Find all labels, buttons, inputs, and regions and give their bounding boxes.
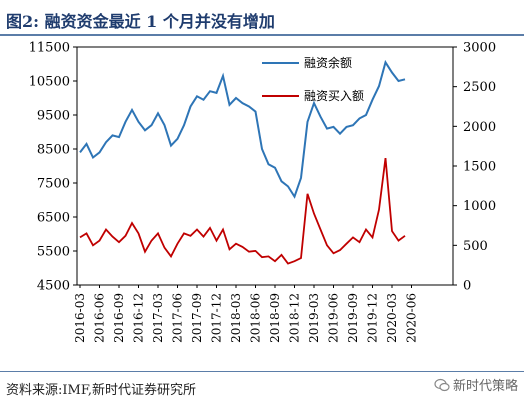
right-axis: 3000 2500 2000 1500 1000 500 0 [453,41,496,294]
x-tick-label: 2020-03 [385,293,399,343]
x-tick-label: 2016-06 [93,293,107,343]
x-tick-label: 2017-06 [171,293,185,343]
x-tick-label: 2018-12 [288,293,302,343]
left-axis: 11500 10500 9500 8500 7500 6500 5500 4500 [29,41,77,294]
footer-divider [0,371,524,372]
left-tick-label: 11500 [29,41,70,56]
left-tick-label: 6500 [37,211,70,226]
x-tick-label: 2018-09 [268,293,282,343]
x-tick-label: 2018-03 [229,293,243,343]
x-tick-label: 2020-06 [405,293,419,343]
legend-label-financing-balance: 融资余额 [304,55,352,70]
title-divider [0,34,524,36]
page-title: 图2: 融资资金最近 1 个月并没有增加 [6,12,275,31]
x-tick-label: 2019-03 [307,293,321,343]
x-tick-label: 2017-03 [151,293,165,343]
right-tick-label: 1000 [463,199,496,214]
left-tick-label: 4500 [37,279,70,294]
series-line-financing-balance [79,59,406,199]
x-tick-label: 2016-09 [112,293,126,343]
x-axis: 2016-03 2016-06 2016-09 2016-12 2017-03 2017-… [73,285,419,343]
right-tick-label: 2500 [463,80,496,95]
x-tick-label: 2016-03 [73,293,87,343]
x-tick-label: 2017-09 [190,293,204,343]
left-tick-label: 10500 [29,75,70,90]
left-tick-label: 7500 [37,177,70,192]
left-tick-label: 8500 [37,143,70,158]
right-tick-label: 1500 [463,160,496,175]
legend: 融资余额 融资买入额 [262,55,364,103]
left-tick-label: 9500 [37,109,70,124]
x-tick-label: 2019-12 [366,293,380,343]
left-tick-label: 5500 [37,245,70,260]
x-tick-label: 2017-12 [210,293,224,343]
x-tick-label: 2019-06 [327,293,341,343]
margin-financing-chart: 11500 10500 9500 8500 7500 6500 5500 4500 3000 2… [29,41,496,343]
right-tick-label: 3000 [463,41,496,56]
watermark-text: 新时代策略 [452,379,518,394]
right-tick-label: 2000 [463,120,496,135]
wechat-icon [434,378,450,392]
right-tick-label: 500 [463,239,488,254]
plot-frame [76,46,454,286]
right-tick-label: 0 [463,279,471,294]
source-note: 资料来源:IMF,新时代证券研究所 [6,383,196,398]
watermark: 新时代策略 [434,375,518,394]
x-tick-label: 2019-09 [346,293,360,343]
legend-label-buy-amount: 融资买入额 [304,89,364,103]
x-tick-label: 2018-06 [249,293,263,343]
series-line-buy-amount [79,157,406,265]
x-tick-label: 2016-12 [132,293,146,343]
